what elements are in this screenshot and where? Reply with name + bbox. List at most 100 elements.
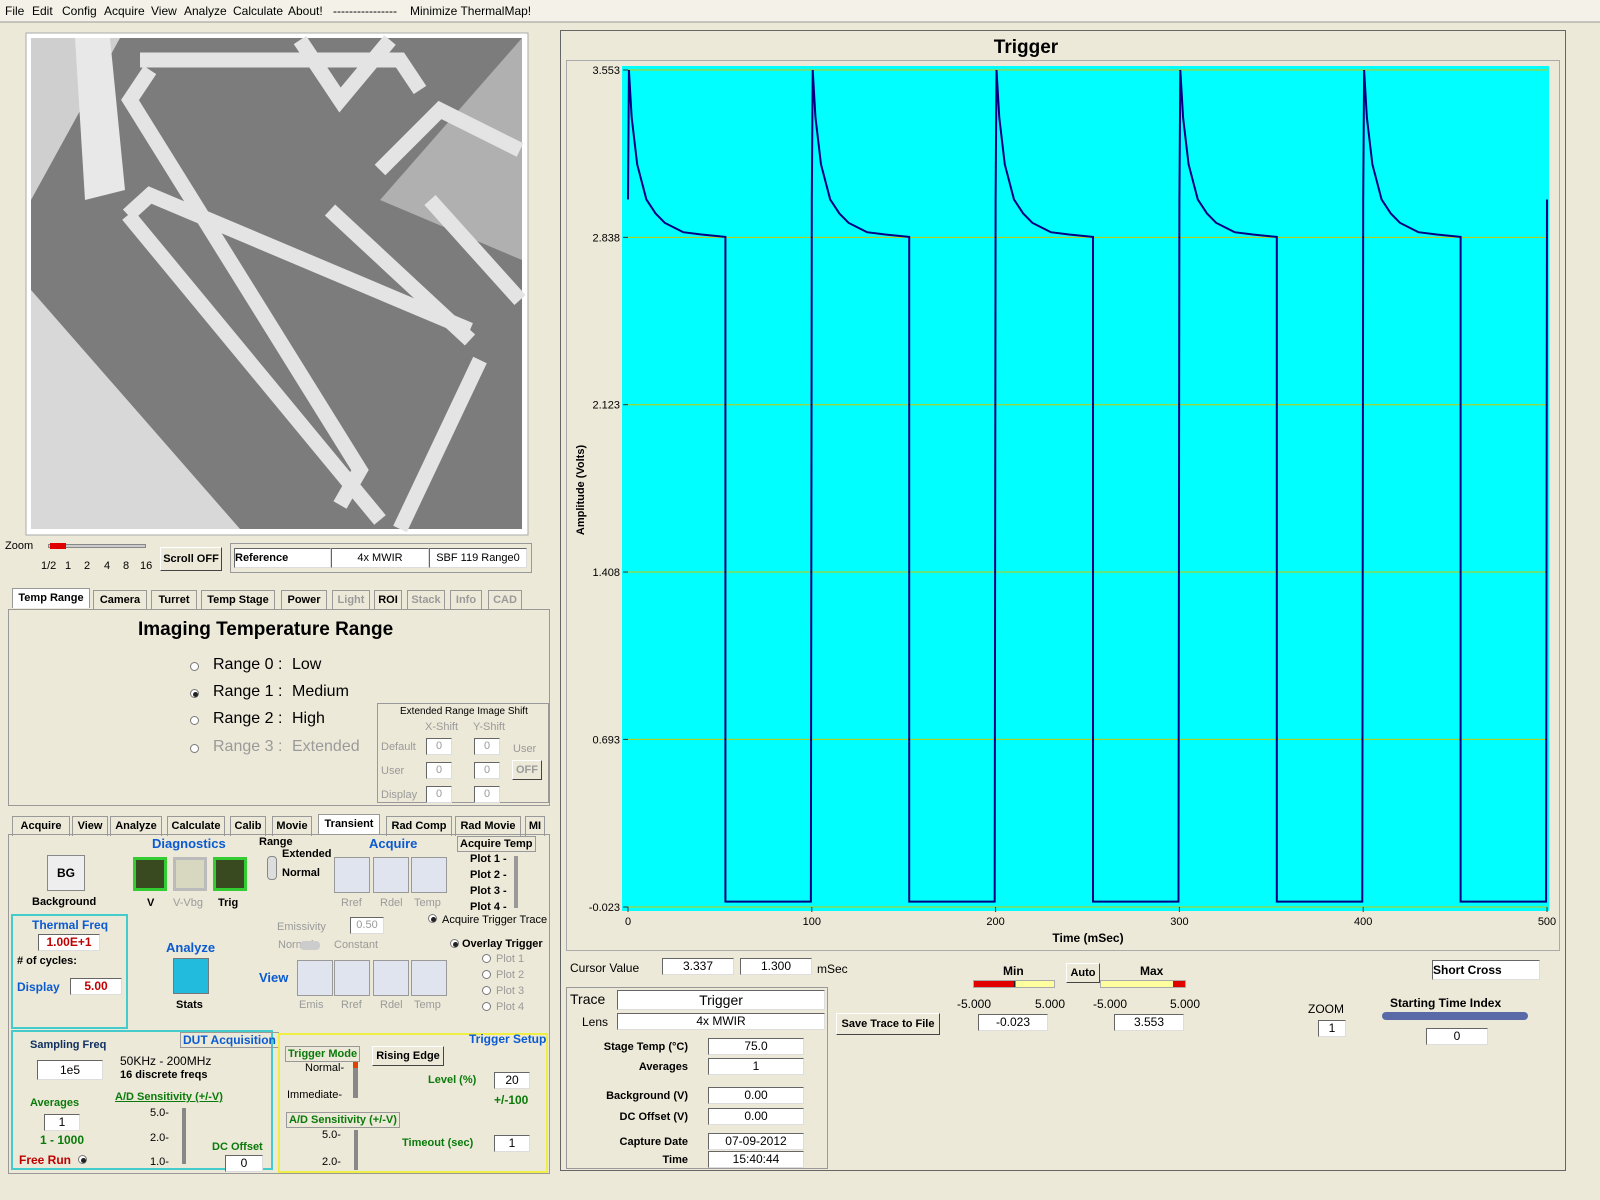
switch-option: Normal- [305,1062,345,1074]
view-button[interactable] [373,960,409,996]
icon-label: Temp [414,897,441,909]
scroll-button[interactable]: Scroll OFF [160,547,222,571]
field-label: Time [662,1154,688,1166]
acquire-button[interactable] [373,857,409,893]
tab[interactable]: CAD [488,590,522,610]
zoom-tick: 8 [123,560,130,572]
radio-dot [431,917,436,922]
menu-item[interactable]: File [5,4,25,18]
averages-field: 1 [44,1114,80,1131]
icon-label: Stats [176,999,203,1011]
tab[interactable]: Transient [318,814,380,834]
menu-item[interactable]: About! [288,4,323,18]
slider-tick: 2.0- [322,1156,341,1168]
trace-field: Trigger [617,990,825,1010]
view-button[interactable] [297,960,333,996]
menu-item[interactable]: Acquire [104,4,145,18]
menu-item[interactable]: View [151,4,177,18]
zoom-thumb[interactable] [50,543,66,549]
range-text: 5.000 [1170,997,1201,1011]
radio-button[interactable] [450,939,459,948]
tab[interactable]: View [72,816,108,836]
info-field: 15:40:44 [708,1151,804,1168]
section-title: Trigger Setup [469,1032,547,1046]
range-field: SBF 119 Range0 [429,548,527,568]
y-tick-label: 1.408 [592,567,620,579]
radio-button[interactable] [482,1002,491,1011]
stats-button[interactable] [173,958,209,994]
zoom-tick: 16 [140,560,153,572]
tab[interactable]: Temp Stage [201,590,275,610]
acquire-button[interactable] [334,857,370,893]
radio-button[interactable] [190,744,199,753]
menu-item[interactable]: Calculate [233,4,284,18]
menu-item[interactable]: Config [62,4,97,18]
field-label: A/D Sensitivity (+/-V) [286,1112,400,1128]
tab[interactable]: Rad Movie [455,816,521,836]
row-label: Default [381,741,416,753]
radio-button[interactable] [482,970,491,979]
radio-button[interactable] [482,986,491,995]
thermal-image [25,32,529,536]
radio-button[interactable] [78,1155,87,1164]
radio-button[interactable] [190,716,199,725]
tab[interactable]: Acquire [12,816,70,836]
radio-button[interactable] [190,662,199,671]
field-label: Trigger Mode [285,1046,361,1062]
tab[interactable]: Info [450,590,482,610]
field-label: Emissivity [277,921,326,933]
radio-dot [81,1158,86,1163]
tab[interactable]: ROI [374,590,402,610]
view-button[interactable] [334,960,370,996]
tab[interactable]: Calculate [167,816,225,836]
radio-button[interactable] [428,914,437,923]
time-slider[interactable] [1382,1012,1528,1020]
tab[interactable]: Rad Comp [386,816,452,836]
zoom-tick: 1 [65,560,72,572]
trace-line [627,69,1548,903]
view-button[interactable] [411,960,447,996]
y-tick-label: 2.838 [592,232,620,244]
tab[interactable]: Temp Range [12,588,90,608]
radio-button[interactable] [482,954,491,963]
acquire-button[interactable] [411,857,447,893]
tab[interactable]: MI [525,816,545,836]
option-label: Free Run [19,1153,72,1167]
section-title: View [259,970,289,985]
trigger-switch[interactable] [353,1062,358,1098]
switch-option: Immediate- [287,1089,343,1101]
range-switch[interactable] [267,856,277,880]
tab[interactable]: Movie [272,816,312,836]
field-label: Display [17,980,60,994]
menu-item[interactable]: ---------------- [333,4,397,18]
field-label: Stage Temp (°C) [603,1041,688,1053]
bg-icon[interactable]: BG [47,855,85,891]
info-field: 0.00 [708,1087,804,1104]
tab[interactable]: Light [332,590,370,610]
diagnostic-button[interactable] [173,857,207,891]
section-title: Acquire Temp [457,836,536,852]
save-button[interactable]: Save Trace to File [836,1013,940,1035]
menu-item[interactable]: Minimize ThermalMap! [410,4,532,18]
diagnostic-button[interactable] [133,857,167,891]
menu-item[interactable]: Edit [32,4,53,18]
icon-label: Rref [341,897,362,909]
edge-button[interactable]: Rising Edge [372,1046,444,1066]
range-name: Extended [292,738,360,755]
diagnostic-button[interactable] [213,857,247,891]
menu-item[interactable]: Analyze [184,4,227,18]
tab[interactable]: Power [281,590,327,610]
tab[interactable]: Calib [230,816,266,836]
tab[interactable]: Stack [407,590,445,610]
emissivity-switch[interactable] [300,941,320,950]
cross-dropdown[interactable]: Short Cross [1432,960,1540,980]
section-title: DUT Acquisition [180,1032,279,1048]
tab[interactable]: Analyze [110,816,162,836]
radio-button[interactable] [190,689,199,698]
auto-button[interactable]: Auto [1066,963,1100,983]
tab[interactable]: Camera [93,590,147,610]
sampling-dropdown[interactable]: 1e5 [37,1060,103,1080]
switch-title: Range [259,836,293,848]
tab[interactable]: Turret [151,590,197,610]
user-button[interactable]: OFF [512,760,542,780]
